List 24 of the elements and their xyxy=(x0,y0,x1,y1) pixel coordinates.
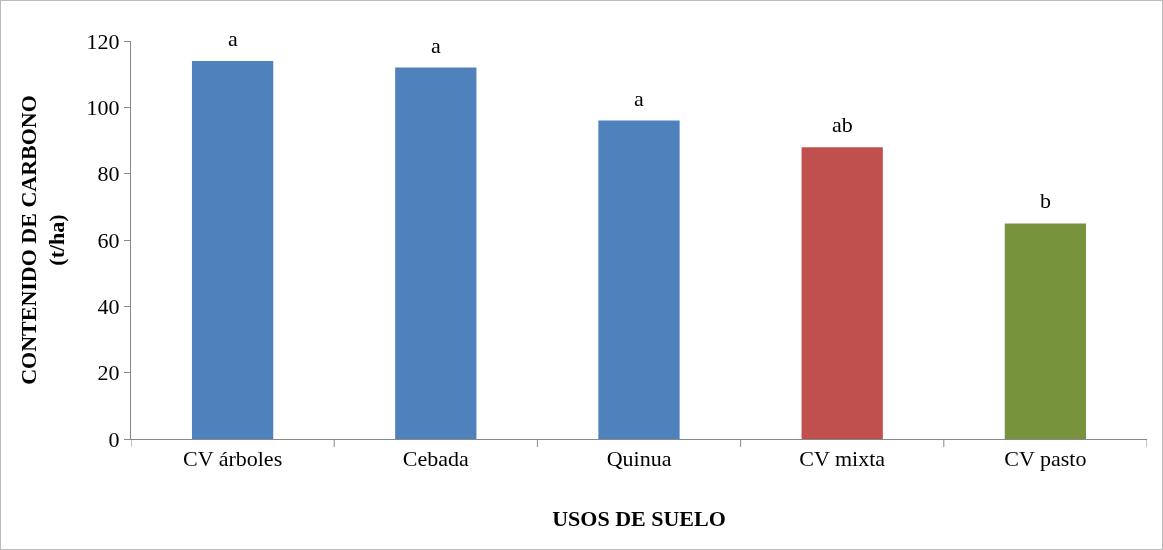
annotation: a xyxy=(228,26,238,51)
bar xyxy=(191,60,274,439)
y-tick-label: 20 xyxy=(97,360,120,386)
y-tick-label: 80 xyxy=(97,161,120,187)
bar xyxy=(395,67,477,439)
x-tick-label: CV árboles xyxy=(183,446,283,472)
y-tick-label: 120 xyxy=(86,28,120,54)
annotation: a xyxy=(634,86,644,111)
y-axis-title: CONTENIDO DE CARBONO (t/ha) xyxy=(15,95,70,385)
bar xyxy=(1004,223,1087,439)
bar xyxy=(801,147,883,439)
y-tick-label: 60 xyxy=(97,227,120,253)
x-tick-label: Quinua xyxy=(606,446,672,472)
x-tick-label: Cebada xyxy=(402,446,470,472)
x-tick-label: CV pasto xyxy=(1004,446,1087,472)
y-tick-label: 40 xyxy=(97,294,120,320)
bar xyxy=(598,120,680,439)
y-tick-label: 0 xyxy=(108,426,120,452)
x-axis-title: USOS DE SUELO xyxy=(552,506,726,532)
y-tick-label: 100 xyxy=(86,95,120,121)
x-tick-label: CV mixta xyxy=(799,446,886,472)
annotation: ab xyxy=(832,112,853,137)
annotation: b xyxy=(1040,188,1051,213)
annotation: a xyxy=(431,33,441,58)
